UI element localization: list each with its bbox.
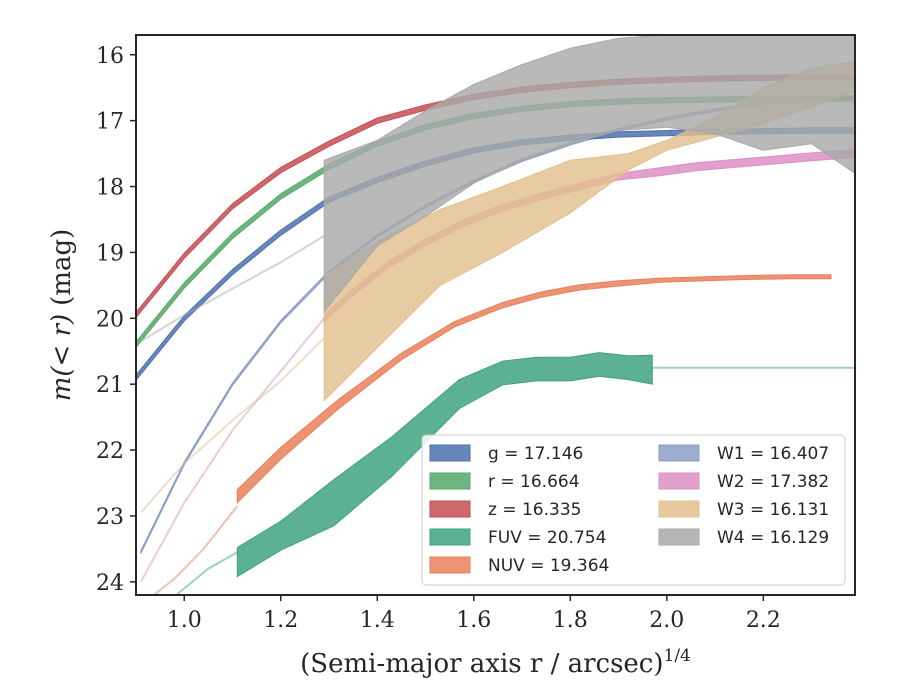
legend-swatch-nuv [429, 556, 471, 574]
y-axis-label: m(< r)(mag) [47, 229, 77, 402]
x-tick-label: 1.2 [263, 608, 298, 633]
x-tick-label: 2.0 [649, 608, 684, 633]
legend-label-fuv: FUV = 20.754 [488, 528, 606, 548]
y-tick-label: 22 [96, 439, 124, 464]
series-w4-extrapolation [140, 235, 325, 343]
y-tick-label: 18 [96, 176, 124, 201]
y-tick-label: 19 [96, 241, 124, 266]
y-tick-label: 21 [96, 373, 124, 398]
legend-swatch-w4 [658, 528, 700, 546]
series-w4-band [323, 35, 855, 314]
y-tick-label: 24 [96, 571, 124, 596]
x-axis-label: (Semi-major axis r / arcsec)1/4 [300, 646, 691, 679]
x-tick-label: 1.4 [360, 608, 395, 633]
legend-swatch-z [429, 500, 471, 518]
axis-ticks: 1.0 1.2 1.4 1.6 1.8 2.0 2.2 16 17 18 19 20 21 22 23 24 [96, 44, 781, 633]
y-tick-label: 17 [96, 110, 124, 135]
legend-label-w4: W4 = 16.129 [717, 528, 829, 548]
legend-swatch-w3 [658, 500, 700, 518]
series-z-band [136, 74, 855, 319]
legend-label-g: g = 17.146 [488, 444, 583, 464]
series-w3-extrapolation [140, 337, 325, 514]
legend-label-z: z = 16.335 [488, 500, 581, 520]
series-nuv-extrapolation [152, 505, 239, 595]
y-tick-label: 20 [96, 307, 124, 332]
legend-label-w1: W1 = 16.407 [717, 444, 829, 464]
series-nuv-band [236, 274, 832, 505]
legend-swatch-fuv [429, 528, 471, 546]
legend-label-r: r = 16.664 [488, 472, 580, 492]
y-tick-label: 16 [96, 44, 124, 69]
legend-label-w2: W2 = 17.382 [717, 472, 829, 492]
legend-label-nuv: NUV = 19.364 [488, 556, 609, 576]
x-tick-label: 1.8 [553, 608, 588, 633]
x-tick-label: 2.2 [746, 608, 781, 633]
series-lines [139, 235, 855, 595]
x-tick-label: 1.0 [167, 608, 202, 633]
y-tick-label: 23 [96, 505, 124, 530]
legend-swatch-r [429, 472, 471, 490]
series-bands [136, 35, 855, 578]
legend-swatch-w1 [658, 444, 700, 462]
series-fuv-band [236, 352, 653, 578]
plot-frame [135, 34, 856, 596]
legend-label-w3: W3 = 16.131 [717, 500, 829, 520]
legend-box [421, 434, 846, 586]
legend-swatch-g [429, 444, 471, 462]
legend-swatch-w2 [658, 472, 700, 490]
x-tick-label: 1.6 [456, 608, 491, 633]
series-w2-extrapolation [139, 317, 325, 583]
series-fuv-extrapolation [174, 551, 238, 595]
legend: g = 17.146 r = 16.664 z = 16.335 FUV = 20.7… [421, 434, 846, 586]
